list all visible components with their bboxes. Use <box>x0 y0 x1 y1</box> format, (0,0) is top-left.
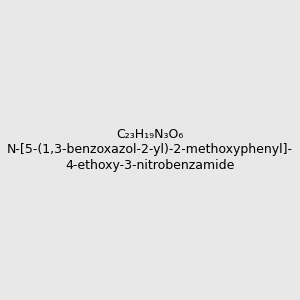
Text: C₂₃H₁₉N₃O₆
N-[5-(1,3-benzoxazol-2-yl)-2-methoxyphenyl]-
4-ethoxy-3-nitrobenzamid: C₂₃H₁₉N₃O₆ N-[5-(1,3-benzoxazol-2-yl)-2-… <box>7 128 293 172</box>
